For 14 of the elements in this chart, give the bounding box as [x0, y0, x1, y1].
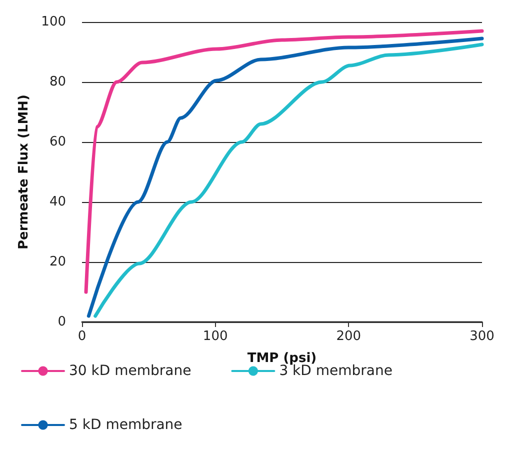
x-axis-title: TMP (psi): [247, 351, 317, 366]
y-tick-label: 40: [49, 194, 66, 210]
y-tick-label: 0: [58, 314, 66, 330]
legend-label: 30 kD membrane: [69, 363, 192, 379]
x-tick-label: 0: [78, 329, 86, 344]
x-tick-label: 200: [336, 329, 362, 344]
y-tick-label: 60: [49, 134, 66, 150]
y-tick-label: 80: [49, 74, 66, 90]
x-tick-label: 100: [202, 329, 228, 344]
y-tick-label: 100: [41, 14, 66, 30]
legend-label: 5 kD membrane: [69, 417, 182, 433]
x-tick-label: 300: [470, 329, 494, 344]
y-tick-label: 20: [49, 254, 66, 270]
y-axis-title: Permeate Flux (LMH): [16, 94, 32, 250]
